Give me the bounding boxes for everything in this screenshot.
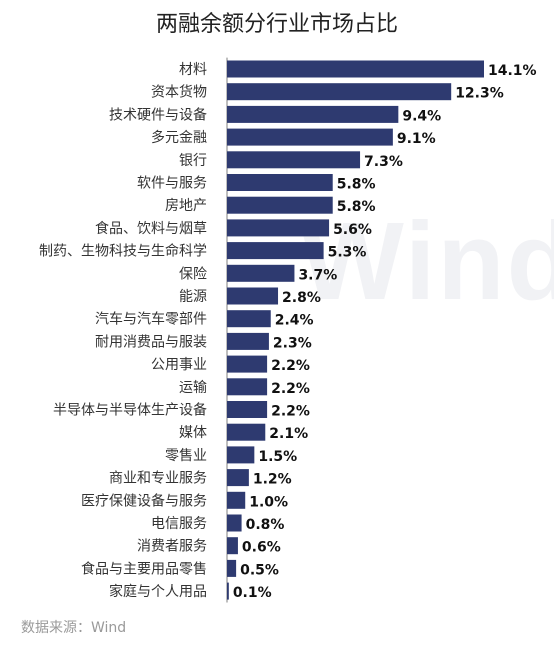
category-label: 消费者服务 <box>137 539 207 555</box>
value-label: 5.8% <box>337 199 376 215</box>
value-label: 3.7% <box>298 267 337 283</box>
bar <box>227 196 333 214</box>
category-label: 能源 <box>179 289 207 305</box>
bar <box>227 355 268 373</box>
category-label: 家庭与个人用品 <box>109 583 207 600</box>
value-label: 2.1% <box>269 426 308 442</box>
bar <box>227 514 242 532</box>
category-label: 制药、生物科技与生命科学 <box>39 243 207 260</box>
value-label: 0.1% <box>233 585 272 601</box>
value-label: 0.5% <box>240 562 279 578</box>
bar <box>227 242 324 260</box>
value-label: 0.6% <box>242 540 281 556</box>
value-label: 1.0% <box>249 494 288 510</box>
bar <box>227 446 255 464</box>
bar <box>227 401 268 418</box>
category-label: 半导体与半导体生产设备 <box>53 402 207 419</box>
value-label: 5.6% <box>333 222 372 238</box>
bar <box>227 128 393 146</box>
bar <box>227 469 249 487</box>
category-label: 零售业 <box>165 448 207 464</box>
bar <box>227 559 237 577</box>
category-label: 汽车与汽车零部件 <box>95 311 207 328</box>
category-label: 医疗保健设备与服务 <box>81 492 207 509</box>
value-label: 1.5% <box>258 449 297 465</box>
value-label: 12.3% <box>455 86 504 102</box>
bar <box>227 332 269 350</box>
category-label: 商业和专业服务 <box>109 471 207 487</box>
bar <box>227 174 333 191</box>
bar <box>227 378 268 396</box>
value-label: 5.3% <box>328 245 367 261</box>
bar <box>227 105 399 123</box>
value-label: 9.1% <box>397 131 436 147</box>
category-label: 运输 <box>179 380 207 396</box>
category-label: 媒体 <box>179 425 207 441</box>
bar <box>227 219 330 237</box>
value-label: 1.2% <box>253 472 292 488</box>
chart-title: 两融余额分行业市场占比 <box>155 12 398 37</box>
category-label: 软件与服务 <box>137 176 207 192</box>
bar <box>227 83 452 101</box>
value-label: 2.3% <box>273 335 312 351</box>
value-label: 2.2% <box>271 404 310 420</box>
value-label: 7.3% <box>364 154 403 170</box>
category-label: 耐用消费品与服装 <box>95 334 207 350</box>
bar <box>227 537 238 555</box>
value-label: 9.4% <box>402 108 441 124</box>
category-label: 多元金融 <box>151 129 207 146</box>
value-label: 2.2% <box>271 358 310 374</box>
value-label: 2.2% <box>271 381 310 397</box>
bar <box>227 60 484 78</box>
source-note: 数据来源：Wind <box>21 620 127 636</box>
category-label: 电信服务 <box>151 516 207 532</box>
value-label: 5.8% <box>337 177 376 193</box>
bar <box>227 310 271 328</box>
category-label: 食品与主要用品零售 <box>81 560 207 577</box>
wind-watermark: Wind <box>300 200 554 323</box>
category-label: 技术硬件与设备 <box>109 106 207 123</box>
category-label: 材料 <box>179 62 207 78</box>
value-label: 2.4% <box>275 313 314 329</box>
category-label: 资本货物 <box>151 84 207 101</box>
category-label: 食品、饮料与烟草 <box>95 220 207 237</box>
bar <box>227 491 246 509</box>
category-label: 保险 <box>179 266 207 282</box>
category-label: 银行 <box>179 153 207 169</box>
value-label: 2.8% <box>282 290 321 306</box>
bar <box>227 264 295 282</box>
category-label: 公用事业 <box>151 357 207 373</box>
value-label: 14.1% <box>488 63 537 79</box>
bar <box>227 151 361 169</box>
bar <box>227 423 266 441</box>
bar <box>227 287 279 305</box>
bar <box>227 582 229 600</box>
value-label: 0.8% <box>246 517 285 533</box>
category-label: 房地产 <box>165 198 207 214</box>
